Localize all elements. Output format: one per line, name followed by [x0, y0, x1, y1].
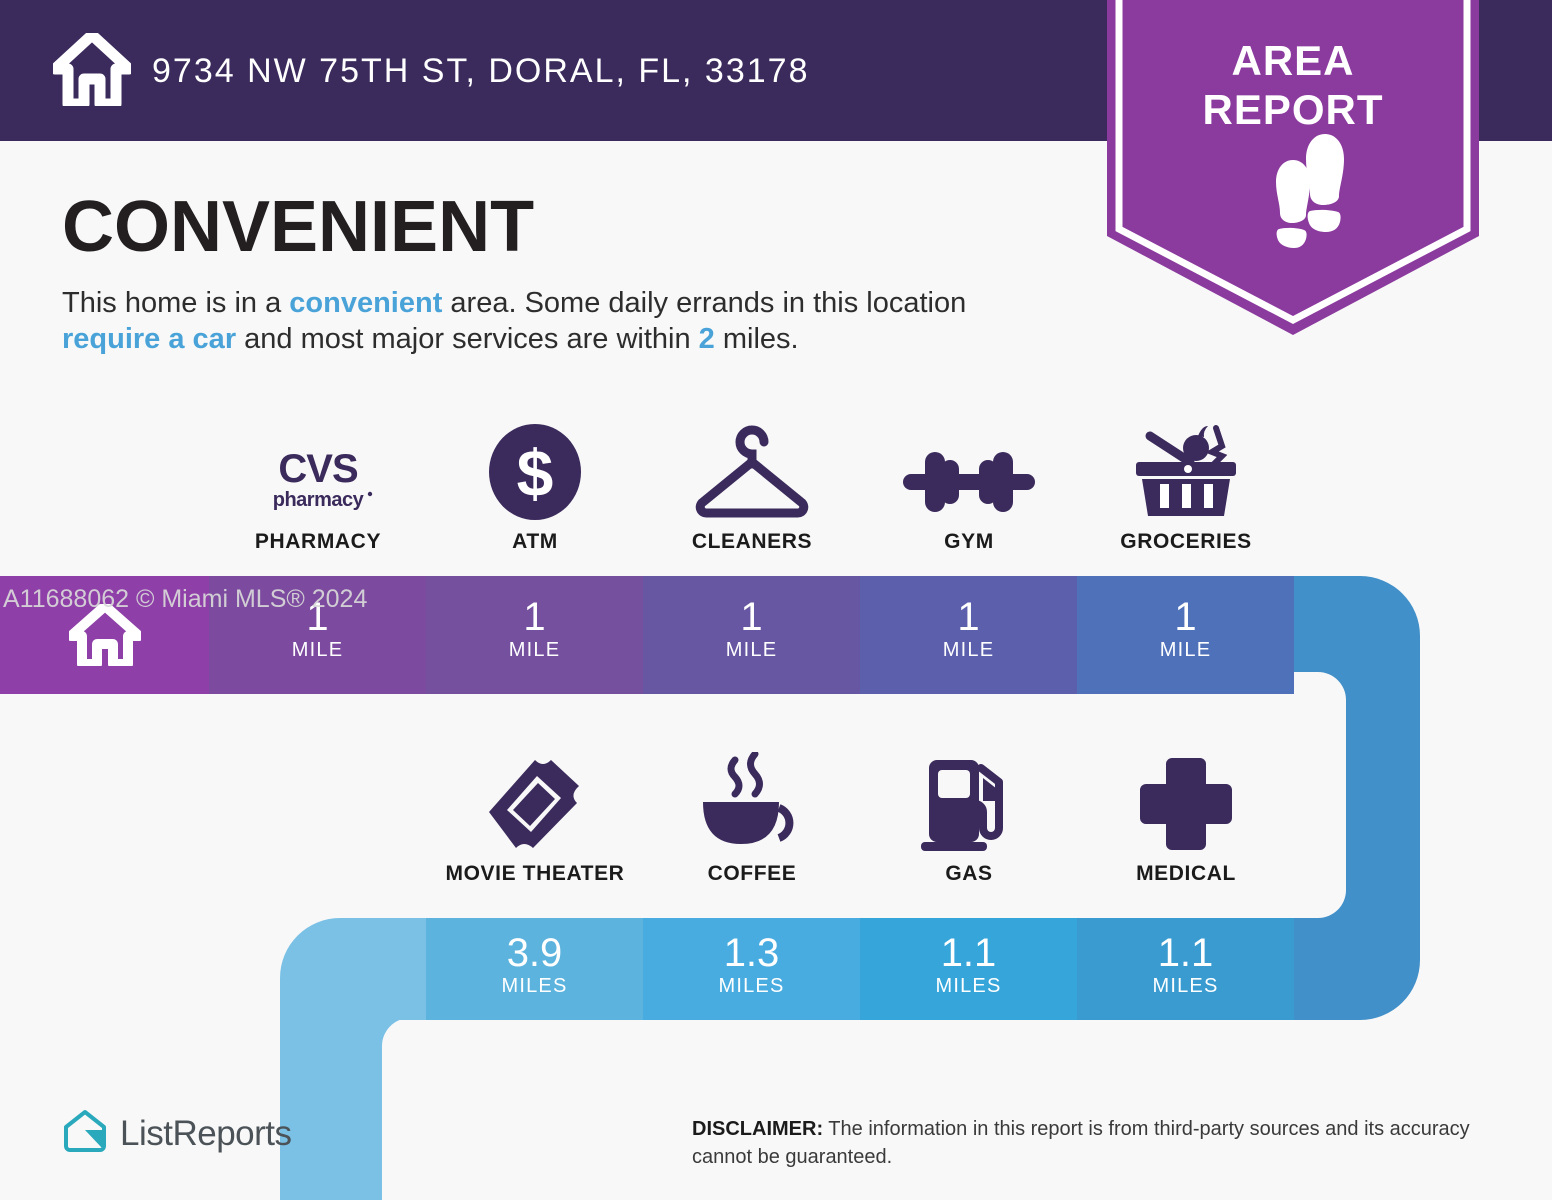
bar-value: 1	[740, 595, 763, 639]
bar-unit: MILE	[1159, 639, 1212, 661]
bar-unit: MILES	[718, 975, 785, 997]
bar-segment-medical: 1.1 MILES	[1077, 918, 1294, 1020]
bar-value: 1	[957, 595, 980, 639]
svg-text:$: $	[517, 436, 554, 510]
bar-unit: MILE	[508, 639, 561, 661]
svg-text:CVS: CVS	[278, 447, 358, 491]
subtitle-text-3: and most major services are within	[236, 323, 699, 355]
bar-value-group: 1 MILE	[426, 596, 643, 662]
bar-segment-gym: 1 MILE	[860, 576, 1077, 694]
bar-unit: MILES	[501, 975, 568, 997]
path-right-turn	[1290, 576, 1420, 1020]
bar-value: 1	[523, 595, 546, 639]
amenity-label: MEDICAL	[1136, 862, 1236, 885]
disclaimer: DISCLAIMER: The information in this repo…	[692, 1115, 1492, 1171]
bar-value-group: 1 MILE	[643, 596, 860, 662]
bar-segment-coffee: 1.3 MILES	[643, 918, 860, 1020]
listreports-wordmark: ListReports	[120, 1113, 292, 1153]
badge-title-line1: AREA	[1231, 37, 1355, 84]
amenity-cleaners: CLEANERS	[643, 420, 861, 554]
subtitle-text-2: area. Some daily errands in this locatio…	[442, 287, 967, 319]
bar-segment-spacer-left	[340, 918, 426, 1020]
amenity-label: ATM	[512, 530, 558, 553]
amenity-label: COFFEE	[707, 862, 797, 885]
amenity-label: PHARMACY	[254, 530, 382, 553]
subtitle-highlight-3: 2	[698, 323, 715, 355]
bar-segment-atm: 1 MILE	[426, 576, 643, 694]
amenity-gym: GYM	[860, 420, 1078, 554]
bar-segment-cleaners: 1 MILE	[643, 576, 860, 694]
amenity-coffee: COFFEE	[643, 752, 861, 886]
gas-pump-icon	[860, 752, 1078, 852]
bar-value-group: 1.1 MILES	[1077, 932, 1294, 998]
page-title: CONVENIENT	[62, 187, 535, 267]
grocery-basket-icon	[1077, 420, 1295, 520]
amenity-label: GAS	[945, 862, 993, 885]
home-icon-bar	[0, 576, 209, 694]
mls-watermark: A11688062 © Miami MLS® 2024	[3, 585, 368, 613]
bar-value-group: 1.3 MILES	[643, 932, 860, 998]
subtitle-text-1: This home is in a	[62, 287, 290, 319]
property-address: 9734 NW 75TH ST, DORAL, FL, 33178	[152, 52, 810, 90]
cvs-pharmacy-logo: CVS pharmacy	[209, 420, 427, 520]
bar-value-group: 1.1 MILES	[860, 932, 1077, 998]
dumbbell-icon	[860, 420, 1078, 520]
bar-value-group: 1 MILE	[860, 596, 1077, 662]
bar-unit: MILE	[942, 639, 995, 661]
bar-segment-groceries: 1 MILE	[1077, 576, 1294, 694]
bar-segment-gas: 1.1 MILES	[860, 918, 1077, 1020]
listreports-logo: ListReports	[62, 1108, 292, 1159]
bar-value: 3.9	[506, 931, 563, 975]
amenity-movie-theater: MOVIE THEATER	[426, 752, 644, 886]
amenity-label: GYM	[944, 530, 994, 553]
disclaimer-label: DISCLAIMER:	[692, 1118, 824, 1140]
amenity-groceries: GROCERIES	[1077, 420, 1295, 554]
bar-value: 1.1	[940, 931, 997, 975]
svg-text:pharmacy: pharmacy	[273, 489, 365, 511]
bar-value-group: 1 MILE	[209, 596, 426, 662]
disclaimer-text: The information in this report is from t…	[692, 1118, 1470, 1168]
subtitle-highlight-1: convenient	[289, 287, 443, 319]
bar-value: 1	[306, 595, 329, 639]
subtitle-highlight-2: require a car	[62, 323, 237, 355]
bar-value-group: 3.9 MILES	[426, 932, 643, 998]
bar-segment-home	[0, 576, 209, 694]
amenity-label: MOVIE THEATER	[445, 862, 625, 885]
page-subtitle: This home is in a convenient area. Some …	[62, 285, 1072, 357]
bar-unit: MILES	[935, 975, 1002, 997]
bar-unit: MILE	[291, 639, 344, 661]
badge-title-line2: REPORT	[1202, 86, 1384, 133]
amenity-pharmacy: CVS pharmacy PHARMACY	[209, 420, 427, 554]
listreports-house-icon	[62, 1108, 108, 1159]
medical-cross-icon	[1077, 752, 1295, 852]
bar-segment-pharmacy: 1 MILE	[209, 576, 426, 694]
amenity-gas: GAS	[860, 752, 1078, 886]
amenity-atm: $ ATM	[426, 420, 644, 554]
amenity-medical: MEDICAL	[1077, 752, 1295, 886]
bar-value: 1.1	[1157, 931, 1214, 975]
coffee-cup-icon	[643, 752, 861, 852]
area-report-badge: AREA REPORT	[1107, 0, 1479, 335]
bar-unit: MILE	[725, 639, 778, 661]
amenity-label: GROCERIES	[1120, 530, 1252, 553]
badge-title: AREA REPORT	[1107, 36, 1479, 134]
subtitle-text-4: miles.	[714, 323, 799, 355]
footprints-icon	[1276, 134, 1344, 248]
bar-unit: MILES	[1152, 975, 1219, 997]
bar-value: 1.3	[723, 931, 780, 975]
amenity-label: CLEANERS	[691, 530, 813, 553]
bar-value-group: 1 MILE	[1077, 596, 1294, 662]
home-icon	[49, 29, 135, 110]
atm-dollar-icon: $	[426, 420, 644, 520]
bar-value: 1	[1174, 595, 1197, 639]
movie-ticket-icon	[426, 752, 644, 852]
clothes-hanger-icon	[643, 420, 861, 520]
bar-segment-movie-theater: 3.9 MILES	[426, 918, 643, 1020]
